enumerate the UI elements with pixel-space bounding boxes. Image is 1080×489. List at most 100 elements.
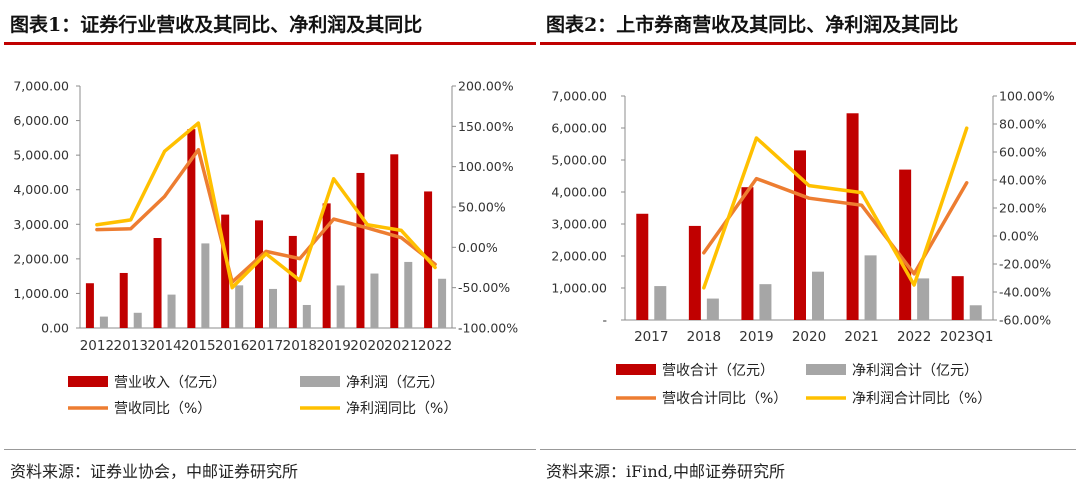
y2-tick-label: 80.00%: [999, 117, 1047, 132]
profit-bar: [201, 243, 210, 328]
revenue-bar: [356, 172, 365, 328]
chart-title: 图表1：证券行业营收及其同比、净利润及其同比: [10, 14, 423, 36]
legend-label: 营收同比（%）: [114, 401, 211, 417]
legend-swatch: [806, 364, 846, 375]
y-tick-label: 6,000.00: [13, 113, 69, 128]
x-tick-label: 2020: [350, 338, 384, 354]
profit-bar: [917, 278, 930, 320]
profit-bar: [167, 294, 176, 328]
legend-label: 净利润同比（%）: [346, 401, 457, 417]
chart-industry: 0.00 1,000.00 2,000.00 3,000.00 4,000.00 5,00…: [13, 79, 518, 418]
x-tick-label: 2012: [80, 338, 114, 354]
revenue-yoy-line: [95, 147, 437, 284]
profit-bar: [438, 278, 447, 328]
y2-tick-label: 60.00%: [999, 145, 1047, 160]
y-tick-label: 7,000.00: [551, 89, 607, 104]
profit-bar: [269, 288, 277, 328]
revenue-bar: [85, 283, 94, 328]
y2-tick-label: -40.00%: [999, 285, 1051, 300]
profit-bar: [336, 285, 345, 328]
title-underline: [540, 42, 1076, 45]
profit-bar: [235, 285, 244, 328]
profit-bar: [969, 305, 982, 320]
y-tick-label: 3,000.00: [551, 217, 607, 232]
y2-tick-label: 100.00%: [458, 159, 514, 174]
y-tick-label: 5,000.00: [13, 148, 69, 163]
y2-tick-label: 150.00%: [458, 119, 514, 134]
revenue-bar: [255, 220, 263, 328]
x-tick-label: 2023Q1: [940, 329, 994, 345]
revenue-bar: [846, 113, 859, 320]
legend-label: 营收合计（亿元）: [662, 363, 774, 379]
chart-panel-industry: 图表1：证券行业营收及其同比、净利润及其同比 0.00 1,000.00 2,000…: [4, 0, 536, 489]
y2-tick-label: 20.00%: [999, 201, 1047, 216]
x-tick-label: 2022: [418, 338, 452, 354]
legend-label: 净利润合计（亿元）: [852, 363, 978, 379]
x-tick-label: 2021: [384, 338, 418, 354]
legend-swatch: [616, 364, 656, 375]
profit-bar: [404, 261, 413, 328]
revenue-bar: [899, 169, 912, 320]
legend-label: 净利润合计同比（%）: [852, 391, 991, 407]
y-tick-label: 4,000.00: [551, 185, 607, 200]
legend-label: 营收合计同比（%）: [662, 391, 787, 407]
chart-listed-brokers: - 1,000.00 2,000.00 3,000.00 4,000.00 5,000.0…: [551, 89, 1055, 408]
profit-bar: [864, 255, 877, 320]
source-divider: [540, 449, 1076, 450]
profit-yoy-line: [702, 126, 969, 290]
revenue-bar: [741, 187, 754, 320]
y2-tick-label: -50.00%: [458, 280, 510, 295]
legend-label: 净利润（亿元）: [346, 375, 444, 391]
revenue-bar: [636, 213, 649, 320]
x-tick-label: 2019: [739, 329, 773, 345]
revenue-bar: [322, 203, 331, 328]
y-tick-label: 1,000.00: [13, 286, 69, 301]
x-tick-label: 2020: [792, 329, 826, 345]
x-tick-label: 2016: [215, 338, 249, 354]
y2-tick-label: 40.00%: [999, 173, 1047, 188]
profit-bar: [133, 312, 142, 328]
revenue-bar: [951, 276, 964, 320]
revenue-bar: [390, 154, 399, 328]
y-tick-label: -: [602, 313, 607, 328]
x-tick-label: 2013: [114, 338, 148, 354]
y-tick-label: 6,000.00: [551, 121, 607, 136]
x-tick-label: 2018: [283, 338, 317, 354]
y2-tick-label: -20.00%: [999, 257, 1051, 272]
profit-bar: [812, 271, 824, 320]
y-tick-label: 2,000.00: [13, 251, 69, 266]
legend-swatch: [68, 376, 108, 387]
y-tick-label: 5,000.00: [551, 153, 607, 168]
y2-tick-label: 0.00%: [458, 240, 498, 255]
profit-yoy-line: [95, 121, 437, 290]
y2-tick-label: -100.00%: [458, 321, 518, 336]
revenue-bar: [688, 225, 701, 320]
revenue-bar: [288, 235, 297, 328]
profit-bar: [706, 298, 719, 320]
y2-tick-label: 50.00%: [458, 200, 506, 215]
legend-label: 营业收入（亿元）: [114, 375, 226, 391]
profit-bar: [370, 273, 379, 328]
y2-tick-label: 0.00%: [999, 229, 1039, 244]
y-tick-label: 2,000.00: [551, 249, 607, 264]
x-tick-label: 2021: [844, 329, 878, 345]
revenue-bar: [153, 238, 162, 328]
profit-bar: [302, 304, 311, 328]
profit-bar: [759, 284, 772, 320]
x-tick-label: 2018: [687, 329, 721, 345]
source-note: 资料来源：证券业协会，中邮证券研究所: [10, 462, 299, 481]
y2-tick-label: 100.00%: [999, 89, 1055, 104]
source-divider: [4, 449, 536, 450]
x-tick-label: 2014: [147, 338, 181, 354]
revenue-bar: [119, 272, 128, 328]
y2-tick-label: -60.00%: [999, 313, 1051, 328]
profit-bar: [99, 316, 108, 328]
source-note: 资料来源：iFind,中邮证券研究所: [546, 462, 785, 481]
y-tick-label: 3,000.00: [13, 217, 69, 232]
y-tick-label: 1,000.00: [551, 281, 607, 296]
revenue-bar: [187, 129, 196, 328]
x-tick-label: 2017: [634, 329, 668, 345]
x-tick-label: 2017: [249, 338, 283, 354]
profit-bar: [654, 286, 667, 320]
x-tick-label: 2019: [316, 338, 350, 354]
